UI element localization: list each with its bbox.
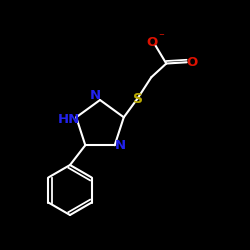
Text: O: O (146, 36, 158, 49)
Text: S: S (132, 92, 142, 106)
Text: O: O (187, 56, 198, 69)
Text: HN: HN (58, 113, 80, 126)
Text: N: N (90, 89, 101, 102)
Text: N: N (115, 139, 126, 152)
Text: ⁻: ⁻ (158, 32, 164, 42)
